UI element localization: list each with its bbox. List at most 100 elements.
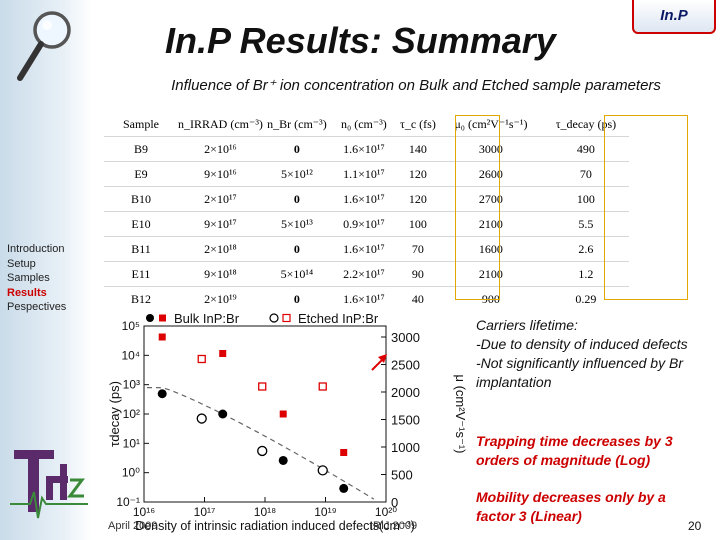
nav-item-introduction[interactable]: Introduction — [7, 243, 65, 255]
y-left-tick-label: 10⁻¹ — [116, 495, 140, 509]
y-right-tick-label: 0 — [391, 495, 398, 510]
cell-tau-c: 90 — [396, 261, 439, 287]
cell-sample: B11 — [104, 236, 178, 262]
header-n0: n₀ (cm⁻³) — [341, 116, 387, 131]
nav-item-results[interactable]: Results — [7, 286, 47, 299]
cell-n-irrad: 2×10¹⁶ — [178, 136, 263, 162]
cell-mu0: 2600 — [438, 161, 543, 187]
cell-mu0: 2700 — [438, 186, 543, 212]
cell-n0: 1.6×10¹⁷ — [330, 236, 397, 262]
footer-conference: IRIJ 2009 — [370, 520, 418, 532]
y-left-tick-label: 10⁵ — [122, 319, 140, 333]
header-mu0: μ₀ (cm²V⁻¹s⁻¹) — [454, 116, 528, 131]
x-axis-title: Density of intrinsic radiation induced d… — [135, 519, 415, 533]
defects-chart: 10¹⁶ 10¹⁷ 10¹⁸ 10¹⁹ 10²⁰ 10⁵ 10⁴ 10³ 10² 10¹ 10⁰ 10… — [107, 311, 468, 533]
etched-decay-point — [317, 465, 328, 476]
cell-tau-decay: 2.6 — [542, 236, 629, 262]
header-n-br: n_Br (cm⁻³) — [267, 116, 327, 131]
cell-tau-decay: 100 — [542, 186, 629, 212]
legend-bulk-label: Bulk InP:Br — [174, 311, 240, 326]
results-table: Sample n_IRRAD (cm⁻³) n_Br (cm⁻³) n₀ (cm… — [104, 112, 629, 311]
nav-item-perspectives[interactable]: Pespectives — [7, 301, 67, 313]
legend-etched-label: Etched InP:Br — [298, 311, 379, 326]
y-right-tick-label: 3000 — [391, 330, 420, 345]
bulk-mobility-point — [158, 333, 166, 341]
lifetime-point-1: -Due to density of induced defects — [476, 336, 688, 352]
y-left-tick-label: 10² — [123, 407, 140, 421]
legend-etched-square — [282, 313, 291, 323]
header-n-irrad: n_IRRAD (cm⁻³) — [178, 116, 263, 131]
x-tick-label: 10¹⁷ — [194, 505, 216, 519]
cell-n0: 1.6×10¹⁷ — [330, 186, 397, 212]
etched-mobility-point — [318, 382, 327, 391]
table-row: B9 2×10¹⁶ 0 1.6×10¹⁷ 140 3000 490 — [104, 136, 629, 162]
cell-mu0: 1600 — [438, 236, 543, 262]
cell-n-br: 0 — [262, 136, 331, 162]
table-row: B11 2×10¹⁸ 0 1.6×10¹⁷ 70 1600 2.6 — [104, 236, 629, 262]
cell-n-br: 5×10¹² — [262, 161, 331, 187]
sidebar: Introduction Setup Samples Results Pespe… — [0, 0, 92, 540]
table-row: B12 2×10¹⁹ 0 1.6×10¹⁷ 40 900 0.29 — [104, 286, 629, 311]
y-left-tick-label: 10¹ — [123, 436, 140, 450]
mobility-arrow-head — [378, 354, 387, 363]
table-row: E9 9×10¹⁶ 5×10¹² 1.1×10¹⁷ 120 2600 70 — [104, 161, 629, 187]
notes-panel: Carriers lifetime: -Due to density of in… — [476, 316, 716, 524]
y-left-tick-label: 10³ — [123, 378, 140, 392]
cell-tau-c: 100 — [396, 211, 439, 237]
y-left-tick-label: 10⁴ — [121, 348, 140, 362]
nav-item-samples[interactable]: Samples — [7, 272, 50, 284]
cell-mu0: 900 — [438, 286, 543, 311]
cell-n0: 0.9×10¹⁷ — [330, 211, 397, 237]
bulk-mobility-point — [219, 350, 227, 357]
y-right-tick-label: 2000 — [391, 385, 420, 400]
nav-menu: Introduction Setup Samples Results Pespe… — [7, 242, 66, 315]
y-right-tick-label: 2500 — [391, 358, 420, 373]
nav-item-setup[interactable]: Setup — [7, 257, 36, 270]
y-right-tick-label: 1500 — [391, 413, 420, 428]
etched-decay-point — [196, 413, 207, 424]
cell-n-irrad: 2×10¹⁸ — [178, 236, 263, 262]
etched-mobility-point — [197, 354, 206, 364]
page-subtitle: Influence of Br⁺ ion concentration on Bu… — [171, 77, 661, 94]
cell-tau-c: 40 — [396, 286, 439, 311]
x-tick-label: 10¹⁹ — [314, 505, 336, 519]
x-tick-label: 10¹⁸ — [254, 505, 276, 519]
bulk-mobility-point — [279, 410, 287, 418]
page-title: In.P Results: Summary — [165, 20, 556, 61]
page-number: 20 — [688, 519, 702, 533]
cell-tau-c: 70 — [396, 236, 439, 262]
mobility-note: Mobility decreases only by a factor 3 (L… — [476, 489, 666, 524]
legend-bulk-circle — [146, 314, 154, 322]
cell-tau-decay: 0.29 — [542, 286, 629, 311]
bulk-decay-point — [218, 409, 228, 419]
cell-n-irrad: 9×10¹⁷ — [178, 211, 263, 237]
cell-n-br: 5×10¹³ — [262, 211, 331, 237]
cell-sample: B9 — [104, 136, 178, 162]
header-tau-c: τ_c (fs) — [400, 116, 436, 131]
cell-n-irrad: 9×10¹⁸ — [178, 261, 263, 287]
cell-n-br: 0 — [262, 186, 331, 212]
x-tick-label: 10¹⁶ — [133, 505, 155, 519]
cell-n0: 1.6×10¹⁷ — [330, 136, 397, 162]
bulk-decay-point — [278, 455, 288, 465]
cell-n0: 1.6×10¹⁷ — [330, 286, 397, 311]
plot-frame — [143, 325, 387, 503]
cell-sample: E9 — [104, 161, 178, 187]
y-left-axis-title: τdecay (ps) — [107, 381, 122, 447]
bulk-mobility-point — [340, 449, 348, 456]
etched-mobility-point — [258, 382, 267, 391]
cell-tau-decay: 490 — [542, 136, 629, 162]
table-row: B10 2×10¹⁷ 0 1.6×10¹⁷ 120 2700 100 — [104, 186, 629, 212]
tau-c-highlight — [455, 115, 500, 300]
table-header-row: Sample n_IRRAD (cm⁻³) n_Br (cm⁻³) n₀ (cm… — [104, 112, 629, 137]
lifetime-title: Carriers lifetime: — [476, 317, 578, 333]
y-right-tick-label: 500 — [391, 468, 413, 483]
inp-badge: In.P — [632, 0, 716, 34]
cell-n-br: 5×10¹⁴ — [262, 261, 331, 287]
y-right-axis-title: μ (cm²V⁻¹s⁻¹) — [453, 375, 468, 454]
lifetime-point-2: -Not significantly influenced by Br impl… — [476, 355, 683, 390]
trapping-note: Trapping time decreases by 3 orders of m… — [476, 433, 673, 468]
header-sample: Sample — [123, 116, 159, 131]
thz-logo — [10, 450, 88, 519]
x-tick-label: 10²⁰ — [375, 505, 397, 519]
